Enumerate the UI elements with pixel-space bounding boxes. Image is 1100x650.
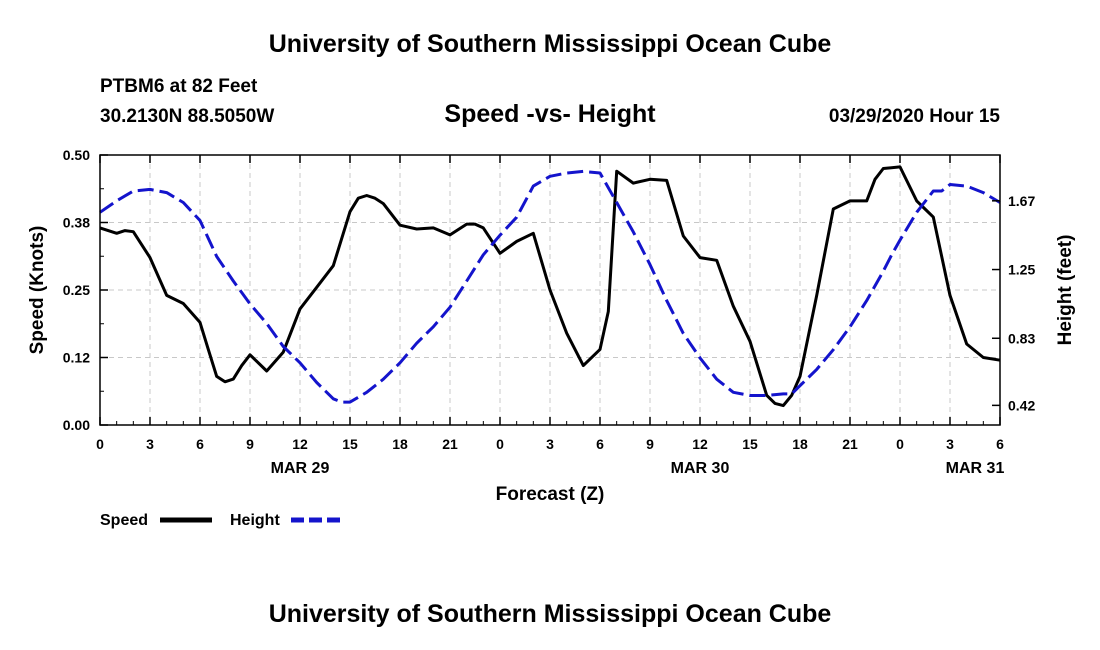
x-tick-label: 6 [996, 436, 1004, 452]
x-tick-label: 0 [96, 436, 104, 452]
x-tick-label: 18 [392, 436, 408, 452]
x-tick-label: 18 [792, 436, 808, 452]
x-tick-label: 9 [646, 436, 654, 452]
y-axis-label: Speed (Knots) [27, 226, 48, 355]
legend: Speed Height [100, 512, 343, 529]
series-layer [99, 165, 1001, 408]
y2-tick-label: 1.67 [1008, 193, 1035, 209]
x-tick-label: 15 [342, 436, 358, 452]
x-tick-label: 3 [546, 436, 554, 452]
date-label: MAR 29 [271, 460, 330, 477]
x-tick-label: 21 [842, 436, 858, 452]
chart-title: Speed -vs- Height [444, 100, 656, 128]
x-tick-label: 9 [246, 436, 254, 452]
x-tick-label: 12 [292, 436, 308, 452]
series-line-speed [99, 165, 1001, 408]
x-tick-label: 21 [442, 436, 458, 452]
x-tick-label: 6 [596, 436, 604, 452]
date-label: MAR 31 [946, 460, 1005, 477]
y2-tick-label: 0.83 [1008, 330, 1035, 346]
axis-ticks [99, 154, 1001, 426]
y-tick-label: 0.50 [63, 147, 90, 163]
y-tick-label: 0.00 [63, 417, 90, 433]
y2-tick-label: 0.42 [1008, 397, 1035, 413]
series-line-height [99, 169, 1001, 404]
y2-axis-label: Height (feet) [1055, 235, 1076, 346]
station-label: PTBM6 at 82 Feet [100, 76, 258, 97]
forecast-datetime: 03/29/2020 Hour 15 [828, 106, 1000, 127]
top-title: University of Southern Mississippi Ocean… [268, 30, 832, 58]
x-tick-label: 15 [742, 436, 758, 452]
axis-labels: 0 3 6 9 12 15 18 21 0 3 6 9 12 15 18 21 0 3 6 MAR 29 MAR 30 M… [63, 147, 1036, 477]
x-tick-label: 0 [896, 436, 904, 452]
bottom-title: University of Southern Mississippi Ocean… [268, 600, 832, 628]
y-tick-label: 0.25 [63, 282, 90, 298]
y2-tick-label: 1.25 [1008, 262, 1035, 278]
legend-label-height: Height [230, 512, 280, 529]
x-tick-label: 3 [946, 436, 954, 452]
x-tick-label: 12 [692, 436, 708, 452]
y-tick-label: 0.12 [63, 350, 90, 366]
coordinates-label: 30.2130N 88.5050W [100, 106, 275, 127]
y-tick-label: 0.38 [63, 215, 90, 231]
date-label: MAR 30 [671, 460, 730, 477]
x-tick-label: 3 [146, 436, 154, 452]
x-tick-label: 0 [496, 436, 504, 452]
x-axis-label: Forecast (Z) [496, 484, 605, 505]
legend-label-speed: Speed [100, 512, 148, 529]
x-tick-label: 6 [196, 436, 204, 452]
